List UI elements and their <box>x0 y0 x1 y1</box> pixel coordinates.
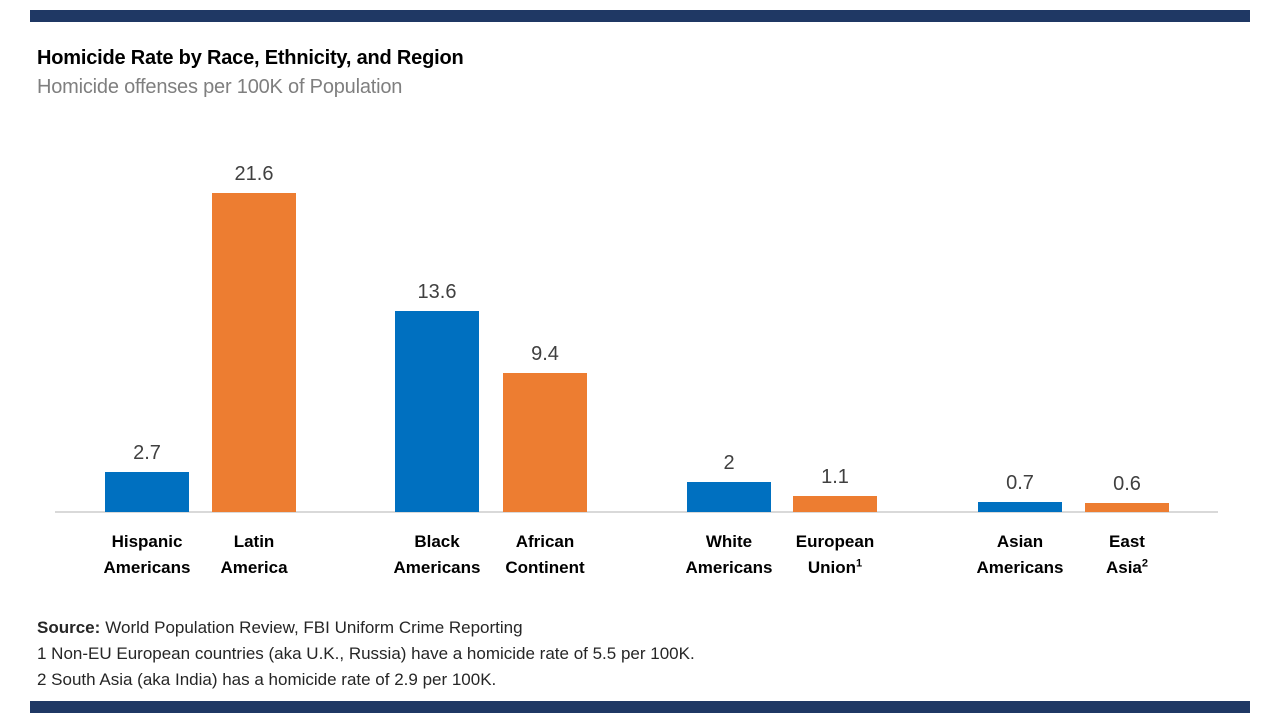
bar-category-label: African Continent <box>505 532 585 577</box>
bottom-accent-bar <box>30 701 1250 713</box>
bar-value-label: 0.7 <box>1006 472 1034 494</box>
bar-european-union <box>793 496 877 512</box>
bar-category-label: Latin America <box>220 532 288 577</box>
x-axis-line <box>55 511 1218 513</box>
bar-value-label: 2 <box>723 452 735 474</box>
chart-title: Homicide Rate by Race, Ethnicity, and Re… <box>37 47 464 69</box>
bar-value-label: 13.6 <box>417 281 457 303</box>
bar-value-label: 21.6 <box>234 163 274 185</box>
bar-category-label: East Asia2 <box>1105 532 1149 577</box>
footer: Source: World Population Review, FBI Unif… <box>37 615 695 693</box>
bar-latin-america <box>212 193 296 512</box>
bar-category-label: White Americans <box>685 532 773 577</box>
bar-category-label: Asian Americans <box>976 532 1064 577</box>
bar-value-label: 9.4 <box>531 343 559 365</box>
bar-east-asia <box>1085 503 1169 512</box>
source-label: Source: <box>37 618 101 637</box>
bar-value-label: 2.7 <box>133 442 161 464</box>
bar-hispanic-americans <box>105 472 189 512</box>
bar-value-label: 0.6 <box>1113 473 1141 495</box>
source-line: Source: World Population Review, FBI Unif… <box>37 615 695 641</box>
bar-category-label: Black Americans <box>393 532 481 577</box>
top-accent-bar <box>30 10 1250 22</box>
footnote-marker: 2 <box>1141 557 1149 570</box>
footnote-1: 1 Non-EU European countries (aka U.K., R… <box>37 644 695 663</box>
footnote-marker: 1 <box>856 557 863 570</box>
chart-subtitle: Homicide offenses per 100K of Population <box>37 76 403 98</box>
bar-white-americans <box>687 482 771 512</box>
footnote-2: 2 South Asia (aka India) has a homicide … <box>37 670 497 689</box>
bar-category-label: Hispanic Americans <box>103 532 191 577</box>
bar-category-label: European Union1 <box>795 532 875 577</box>
source-text: World Population Review, FBI Uniform Cri… <box>105 618 523 637</box>
bar-black-americans <box>395 311 479 512</box>
bar-value-label: 1.1 <box>821 466 849 488</box>
bar-asian-americans <box>978 502 1062 512</box>
bar-african-continent <box>503 373 587 512</box>
